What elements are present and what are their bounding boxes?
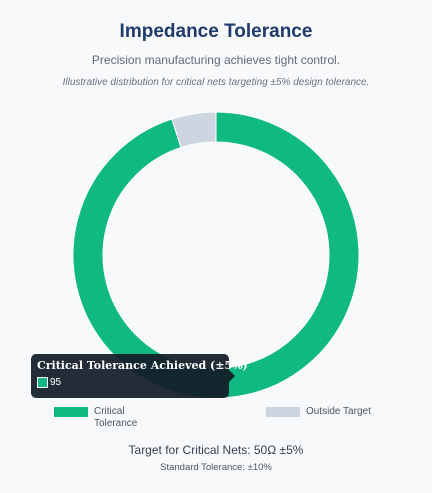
chart-note: Illustrative distribution for critical n… [62,77,370,88]
legend-swatch-critical [54,407,88,417]
legend-item-outside[interactable]: Outside Target [266,406,371,417]
tooltip-row: 95 [37,377,223,388]
donut-slice-outside[interactable] [171,111,217,149]
legend-swatch-outside [266,407,300,417]
legend-item-critical[interactable]: Critical Tolerance Achieved (±5%) [54,406,154,426]
chart-title: Impedance Tolerance [119,21,313,42]
donut-slice-critical[interactable] [72,111,360,399]
chart-tooltip: Critical Tolerance Achieved (±5%) 95 [31,354,248,398]
legend-label-outside: Outside Target [306,406,371,417]
target-caption: Target for Critical Nets: 50Ω ±5% [128,443,304,457]
tooltip-color-swatch [37,377,48,388]
standard-tolerance-caption: Standard Tolerance: ±10% [160,462,272,473]
legend-label-critical: Critical Tolerance Achieved (±5%) [94,406,138,426]
tooltip-value: 95 [50,377,62,388]
tooltip-title: Critical Tolerance Achieved (±5%) [37,359,248,372]
chart-subtitle: Precision manufacturing achieves tight c… [91,53,341,67]
